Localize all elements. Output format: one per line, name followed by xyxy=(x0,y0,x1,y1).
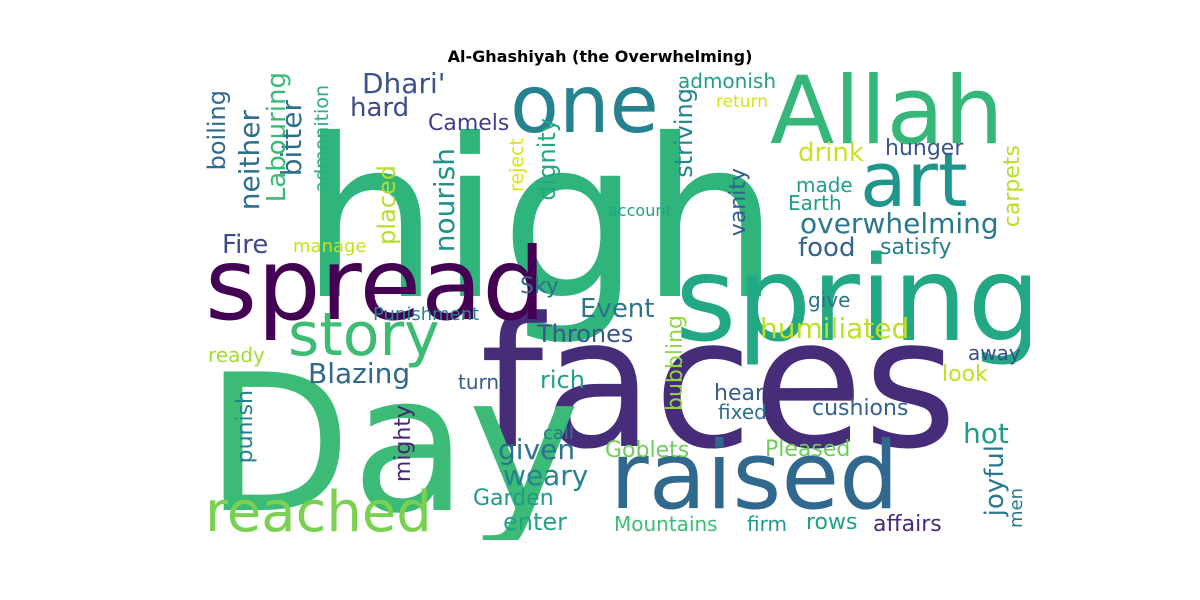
word-reject: reject xyxy=(506,138,528,192)
word-blazing: Blazing xyxy=(308,357,411,390)
word-away: away xyxy=(968,341,1021,365)
word-humiliated: humiliated xyxy=(760,312,910,345)
word-return: return xyxy=(716,92,768,112)
word-raised: raised xyxy=(610,422,899,531)
chart-title: Al-Ghashiyah (the Overwhelming) xyxy=(447,47,753,66)
word-account: account xyxy=(608,201,672,220)
word-thrones: Thrones xyxy=(537,320,634,348)
word-satisfy: satisfy xyxy=(880,235,952,260)
word-hear: hear xyxy=(714,381,765,406)
word-made: made xyxy=(796,173,853,197)
word-admonition: admonition xyxy=(311,85,333,193)
word-mighty: mighty xyxy=(391,405,416,483)
word-camels: Camels xyxy=(428,111,510,136)
word-punish: punish xyxy=(233,390,258,464)
word-pleased: Pleased xyxy=(765,437,851,462)
word-fire: Fire xyxy=(222,230,269,260)
word-hard: hard xyxy=(350,93,410,123)
word-day: Day xyxy=(205,334,581,540)
word-dhari: Dhari' xyxy=(362,70,446,100)
word-cloud: high faces Day spring raised Allah sprea… xyxy=(200,70,1030,540)
word-given: given xyxy=(498,433,576,466)
word-call: call xyxy=(543,423,574,444)
word-cushions: cushions xyxy=(812,396,909,421)
word-joyful: joyful xyxy=(980,445,1010,517)
word-food: food xyxy=(798,233,856,263)
word-boiling: boiling xyxy=(203,90,231,171)
word-men: men xyxy=(1006,488,1027,529)
word-drink: drink xyxy=(798,138,864,168)
word-art: art xyxy=(860,135,968,224)
word-labouring: Labouring xyxy=(262,72,292,203)
word-carpets: carpets xyxy=(1000,145,1025,228)
word-earth: Earth xyxy=(788,191,842,215)
word-overwhelming: overwhelming xyxy=(800,207,999,240)
word-high: high xyxy=(300,92,780,348)
word-vanity: vanity xyxy=(726,168,751,237)
word-garden: Garden xyxy=(473,486,554,511)
word-mountains: Mountains xyxy=(614,512,718,536)
word-striving: striving xyxy=(670,88,698,178)
word-bubbling: bubbling xyxy=(663,315,688,411)
word-give: give xyxy=(808,288,851,312)
word-enter: enter xyxy=(503,508,568,536)
word-one: one xyxy=(510,70,659,151)
word-ready: ready xyxy=(208,343,265,367)
word-reached: reached xyxy=(205,480,432,541)
word-turn: turn xyxy=(458,370,500,394)
word-affairs: affairs xyxy=(873,512,942,537)
word-firm: firm xyxy=(747,512,787,536)
word-spread: spread xyxy=(205,226,546,343)
word-admonish: admonish xyxy=(678,70,776,93)
word-punishment: Punishment xyxy=(373,304,480,325)
word-manage: manage xyxy=(293,236,367,257)
word-event: Event xyxy=(580,294,655,324)
word-dignity: dignity xyxy=(533,118,561,201)
word-goblets: Goblets xyxy=(605,438,690,463)
word-weary: weary xyxy=(503,459,589,492)
word-faces: faces xyxy=(480,280,958,489)
word-hot: hot xyxy=(963,417,1009,450)
word-allah: Allah xyxy=(770,70,1004,166)
word-story: story xyxy=(288,300,440,370)
word-look: look xyxy=(942,362,988,387)
word-hunger: hunger xyxy=(885,136,964,161)
word-placed: placed xyxy=(373,165,401,245)
word-sky: Sky xyxy=(520,274,559,299)
word-neither: neither xyxy=(233,110,266,211)
word-rows: rows xyxy=(806,510,858,535)
word-spring: spring xyxy=(675,230,1030,368)
word-nourish: nourish xyxy=(428,148,461,253)
word-fixed: fixed xyxy=(718,400,767,424)
word-rich: rich xyxy=(540,366,585,394)
